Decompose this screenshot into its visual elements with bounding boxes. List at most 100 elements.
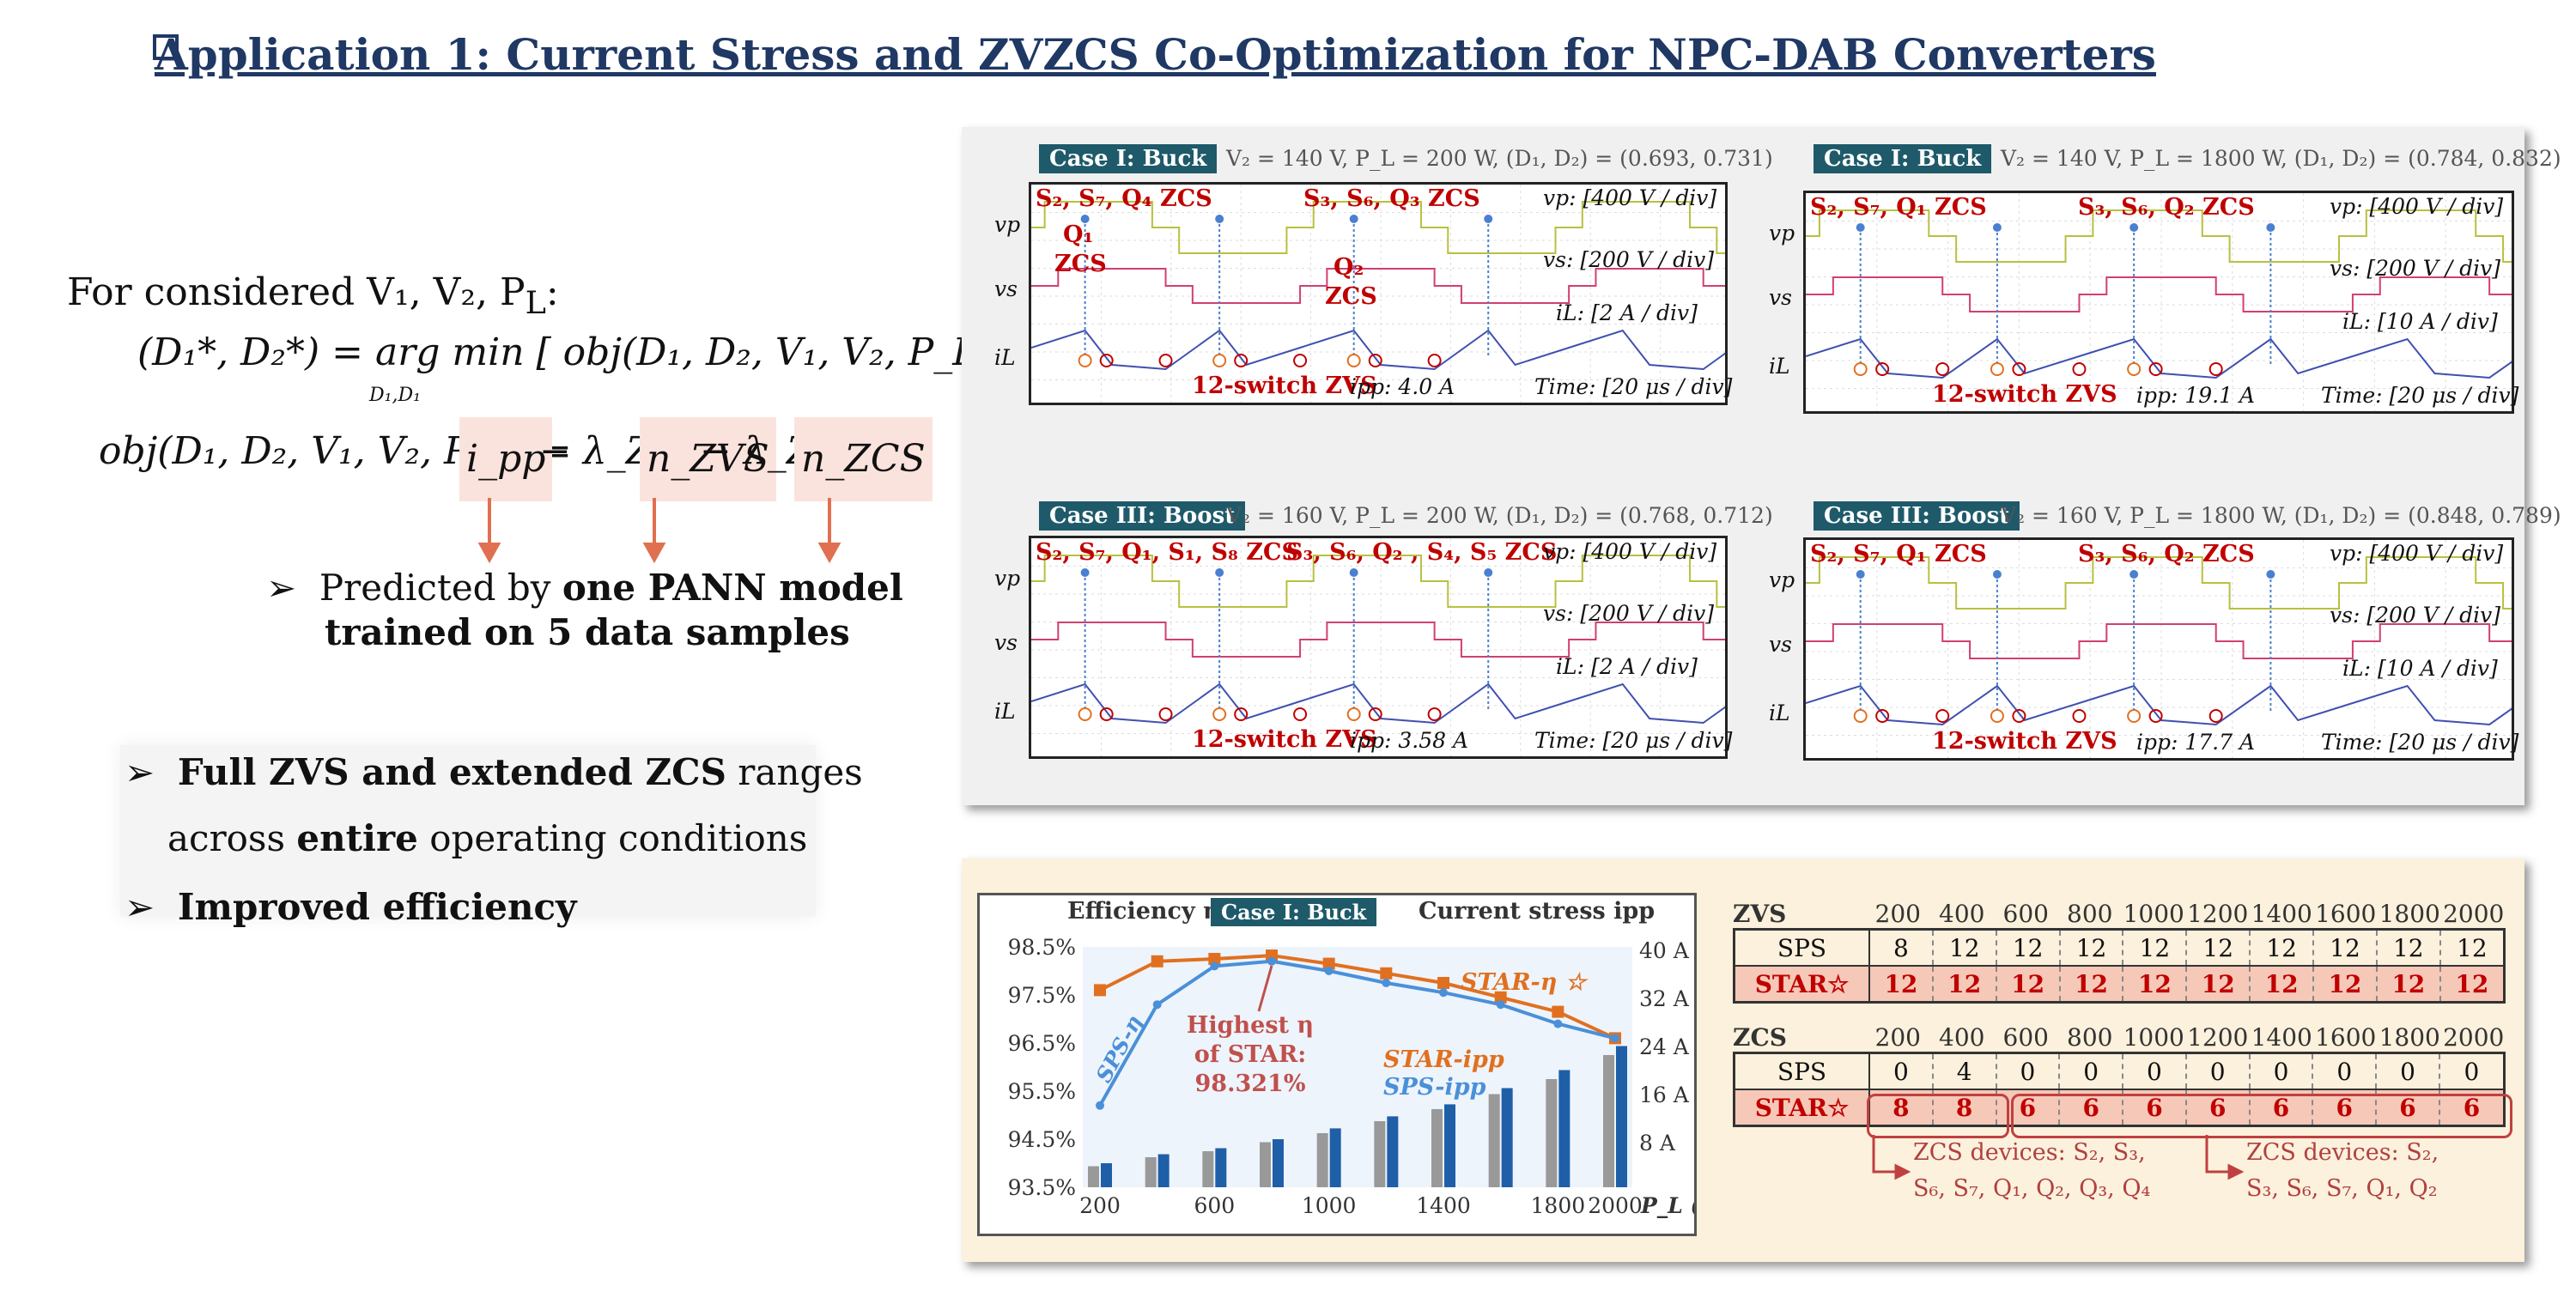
x-tick: 1400 bbox=[1416, 1193, 1471, 1218]
scope-0-vs-div: vs: [200 V / div] bbox=[1543, 247, 1714, 272]
zvs-sps-cell: 12 bbox=[2122, 929, 2187, 966]
bar-sps-ipp bbox=[1316, 1133, 1328, 1187]
zvs-star-cell: 12 bbox=[2185, 966, 2251, 1003]
power-header-cell: 400 bbox=[1939, 900, 1985, 928]
scope-2-il-label: iL bbox=[994, 699, 1016, 724]
zvs-star-cell: 12 bbox=[2312, 966, 2377, 1003]
x-tick: 1000 bbox=[1302, 1193, 1357, 1218]
y-right-tick: 24 A bbox=[1639, 1034, 1690, 1059]
zcs-sps-cell: 0 bbox=[1995, 1052, 2060, 1089]
bar-star-ipp bbox=[1157, 1154, 1170, 1187]
zvs-star-cell: 12 bbox=[1868, 966, 1933, 1003]
scope-0-time: Time: [20 μs / div] bbox=[1534, 374, 1733, 399]
zvs-sps-cell: 12 bbox=[2058, 929, 2123, 966]
bar-star-ipp bbox=[1273, 1139, 1284, 1187]
zvs-label: ZVS bbox=[1733, 900, 1787, 928]
power-header-cell: 1800 bbox=[2379, 900, 2440, 928]
term-ipp: i_pp bbox=[459, 417, 553, 501]
argmin-equation: (D₁*, D₂*) = arg min [ obj(D₁, D₂, V₁, V… bbox=[137, 331, 1019, 374]
annotation-line: Highest η bbox=[1187, 1012, 1314, 1039]
zvs-sps-cell: 12 bbox=[1931, 929, 1996, 966]
scope-3-zcs-a: S₂, S₇, Q₁ ZCS bbox=[1810, 541, 1987, 567]
scope-0-q1-zcs: ZCS bbox=[1054, 251, 1107, 277]
zvs-table: SPS 8 12 12 12 12 12 12 12 12 12 STAR☆ 12 12 12 12 12 12… bbox=[1733, 928, 2506, 1004]
zvs-sps-cell: 12 bbox=[2312, 929, 2377, 966]
scope-1-zcs-a: S₂, S₇, Q₁ ZCS bbox=[1810, 194, 1987, 221]
scope-2-il-div: iL: [2 A / div] bbox=[1556, 654, 1698, 679]
power-header-cell: 600 bbox=[2002, 900, 2049, 928]
zcs-note-1: ZCS devices: S₂, S₃, S₆, S₇, Q₁, Q₂, Q₃,… bbox=[1913, 1139, 2151, 1202]
zcs-group-2-outline bbox=[2011, 1094, 2512, 1138]
efficiency-chart-frame: 98.5% 97.5% 96.5% 95.5% 94.5% 93.5% 40 A 32 A 24… bbox=[977, 893, 1735, 1236]
chart-title-right: Current stress ipp bbox=[1419, 898, 1656, 925]
point-star-eta bbox=[1494, 991, 1507, 1004]
scope-0-q2: Q₂ bbox=[1334, 254, 1364, 281]
scope-3-header: V₂ = 160 V, P_L = 1800 W, (D₁, D₂) = (0.… bbox=[2001, 503, 2561, 528]
scope-0-header: V₂ = 140 V, P_L = 200 W, (D₁, D₂) = (0.6… bbox=[1226, 146, 1773, 171]
scope-0-vs-label: vs bbox=[994, 276, 1018, 301]
scope-0-case-tag: Case I: Buck bbox=[1039, 144, 1218, 173]
x-tick: 200 bbox=[1079, 1193, 1121, 1218]
power-header-cell: 1000 bbox=[2123, 1023, 2184, 1052]
scope-3-case-tag: Case III: Boost bbox=[1814, 501, 2020, 531]
scope-3-vs-div: vs: [200 V / div] bbox=[2330, 603, 2500, 628]
zvs-sps-cell: 12 bbox=[2375, 929, 2440, 966]
zcs-sps-cell: 0 bbox=[2375, 1052, 2439, 1089]
x-tick: 600 bbox=[1194, 1193, 1235, 1218]
scope-0-q2-zcs: ZCS bbox=[1325, 283, 1377, 310]
zcs-sps-cell: 0 bbox=[2184, 1052, 2250, 1089]
line-STAR-η bbox=[1099, 954, 1616, 1040]
zcs-sps-cell: 0 bbox=[2122, 1052, 2186, 1089]
zcs-power-header: 200 400 600 800 1000 1200 1400 1600 1800 2000 bbox=[1866, 1023, 2506, 1052]
scope-3-time: Time: [20 μs / div] bbox=[2321, 730, 2519, 755]
power-header-cell: 800 bbox=[2067, 900, 2113, 928]
annotation-line: of STAR: bbox=[1194, 1041, 1307, 1068]
scope-0-waveforms bbox=[1031, 185, 1725, 403]
bar-star-ipp bbox=[1387, 1116, 1399, 1187]
bar-star-ipp bbox=[1501, 1088, 1513, 1187]
benefit-1-line2: across entire operating conditions bbox=[167, 817, 808, 859]
annotation-arrow bbox=[1257, 965, 1273, 1012]
power-header-cell: 600 bbox=[2002, 1023, 2049, 1052]
scope-2-ipp: ipp: 3.58 A bbox=[1350, 728, 1469, 753]
bar-star-ipp bbox=[1558, 1070, 1571, 1187]
line-SPS-η bbox=[1098, 959, 1616, 1107]
scope-2-zcs-b: S₃, S₆, Q₂ , S₄, S₅ ZCS bbox=[1286, 539, 1558, 566]
y-left-tick: 94.5% bbox=[1008, 1127, 1076, 1152]
scope-1-vs-div: vs: [200 V / div] bbox=[2330, 256, 2500, 281]
zvs-power-header: 200 400 600 800 1000 1200 1400 1600 1800 2000 bbox=[1866, 900, 2506, 928]
y-right-tick: 40 A bbox=[1639, 938, 1690, 963]
scope-3-waveforms bbox=[1806, 540, 2512, 758]
point-star-eta bbox=[1380, 967, 1393, 980]
bar-sps-ipp bbox=[1431, 1109, 1443, 1187]
y-left-tick: 96.5% bbox=[1008, 1031, 1076, 1056]
legend-sps-ipp: SPS-ipp bbox=[1383, 1074, 1486, 1101]
point-star-eta bbox=[1437, 977, 1449, 989]
point-star-eta bbox=[1094, 984, 1106, 997]
scope-0-zcs-a: S₂, S₇, Q₄ ZCS bbox=[1036, 185, 1212, 212]
point-star-eta bbox=[1208, 953, 1221, 965]
power-header-cell: 1400 bbox=[2251, 1023, 2312, 1052]
chart-title-left: Efficiency η bbox=[1067, 898, 1220, 925]
zcs-star-label: STAR☆ bbox=[1734, 1089, 1870, 1126]
zvs-sps-cell: 12 bbox=[2249, 929, 2314, 966]
bar-star-ipp bbox=[1329, 1128, 1341, 1187]
point-sps-eta bbox=[1439, 988, 1448, 998]
power-header-cell: 1600 bbox=[2315, 1023, 2377, 1052]
scope-1-zcs-b: S₃, S₆, Q₂ ZCS bbox=[2078, 194, 2255, 221]
scope-0-il-div: iL: [2 A / div] bbox=[1556, 300, 1698, 325]
bar-sps-ipp bbox=[1488, 1094, 1500, 1187]
scope-3-zcs-b: S₃, S₆, Q₂ ZCS bbox=[2078, 541, 2255, 567]
benefits-box bbox=[120, 745, 816, 917]
scope-1-ipp: ipp: 19.1 A bbox=[2136, 383, 2256, 408]
scope-0-il-label: iL bbox=[994, 345, 1016, 370]
zcs-note-arrows bbox=[1872, 1135, 2245, 1180]
y-right-tick: 32 A bbox=[1639, 986, 1690, 1011]
zvs-star-cell: 12 bbox=[2122, 966, 2187, 1003]
y-right-tick: 8 A bbox=[1639, 1131, 1676, 1155]
power-header-cell: 1200 bbox=[2187, 900, 2249, 928]
point-sps-eta bbox=[1210, 961, 1219, 971]
term-nzcs: n_ZCS bbox=[794, 417, 933, 501]
zvs-star-cell: 12 bbox=[2439, 966, 2505, 1003]
scope-2-header: V₂ = 160 V, P_L = 200 W, (D₁, D₂) = (0.7… bbox=[1226, 503, 1773, 528]
